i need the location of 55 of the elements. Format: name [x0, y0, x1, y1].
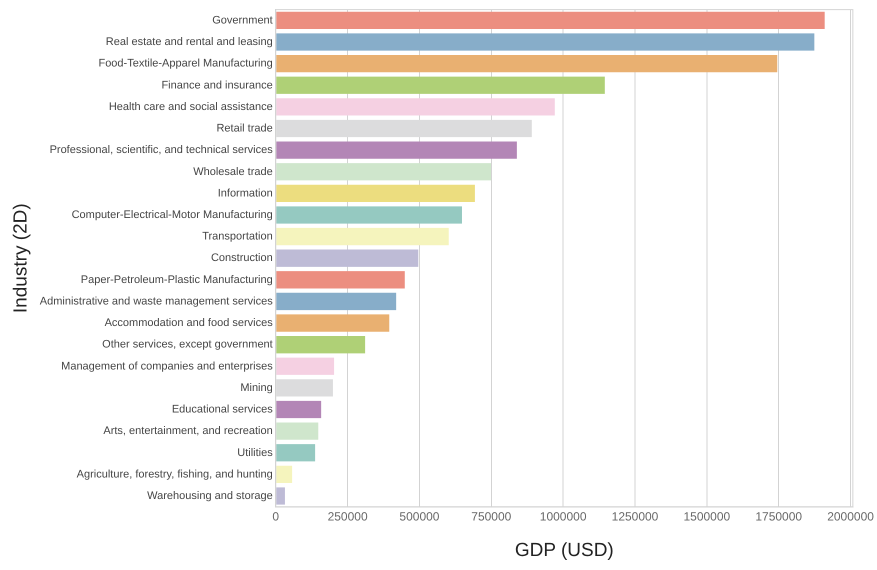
- bar: [276, 184, 475, 202]
- bar: [276, 358, 334, 375]
- y-tick-label: Paper-Petroleum-Plastic Manufacturing: [80, 274, 273, 286]
- bar: [276, 400, 322, 418]
- x-tick-label: 1500000: [683, 509, 731, 524]
- y-tick-label: Retail trade: [216, 122, 273, 135]
- x-tick-label: 1750000: [755, 509, 802, 524]
- y-tick-label: Educational services: [172, 404, 274, 416]
- bar: [276, 336, 366, 354]
- y-tick-label: Government: [212, 14, 273, 26]
- y-tick-label: Transportation: [202, 230, 273, 243]
- x-tick-label: 750000: [471, 509, 512, 524]
- bar: [276, 163, 492, 180]
- y-tick-label: Utilities: [237, 446, 274, 459]
- bar: [276, 54, 778, 72]
- y-tick-label: Finance and insurance: [161, 79, 273, 92]
- bar: [276, 444, 316, 462]
- bar: [276, 141, 517, 159]
- y-tick-label: Professional, scientific, and technical services: [50, 144, 274, 156]
- y-tick-label: Construction: [210, 252, 273, 264]
- y-tick-label: Mining: [240, 382, 273, 394]
- bar: [276, 206, 462, 224]
- y-tick-label: Arts, entertainment, and recreation: [103, 425, 273, 438]
- x-axis-title: GDP (USD): [514, 540, 614, 561]
- y-tick-label: Agriculture, forestry, fishing, and hunting: [76, 468, 273, 480]
- x-tick-label: 0: [272, 509, 280, 524]
- x-tick-label: 500000: [399, 509, 440, 524]
- bar: [276, 12, 825, 30]
- y-tick-label: Accommodation and food services: [104, 317, 274, 330]
- bar: [276, 422, 318, 440]
- y-tick-label: Wholesale trade: [193, 166, 273, 178]
- y-tick-label: Management of companies and enterprises: [61, 360, 274, 372]
- y-tick-label: Computer-Electrical-Motor Manufacturing: [72, 208, 273, 221]
- y-tick-label: Health care and social assistance: [108, 100, 273, 113]
- x-tick-label: 2000000: [827, 509, 874, 524]
- bar: [276, 292, 396, 310]
- bar: [276, 33, 814, 51]
- y-tick-label: Other services, except government: [102, 338, 273, 351]
- y-tick-label: Warehousing and storage: [147, 490, 273, 502]
- bar: [276, 228, 449, 246]
- bar: [276, 76, 605, 94]
- x-tick-label: 1000000: [540, 509, 587, 524]
- bar: [276, 271, 405, 288]
- y-tick-label: Real estate and rental and leasing: [106, 36, 273, 48]
- bar: [276, 314, 390, 332]
- bar: [276, 98, 555, 116]
- y-tick-label: Food-Textile-Apparel Manufacturing: [98, 58, 273, 70]
- bar: [276, 487, 285, 505]
- y-axis-title: Industry (2D): [10, 203, 32, 314]
- x-tick-label: 1250000: [612, 509, 659, 524]
- y-tick-label: Information: [218, 187, 273, 200]
- bar: [276, 250, 418, 267]
- x-tick-label: 250000: [328, 509, 368, 524]
- bar: [276, 466, 292, 484]
- y-tick-label: Administrative and waste management services: [40, 295, 274, 308]
